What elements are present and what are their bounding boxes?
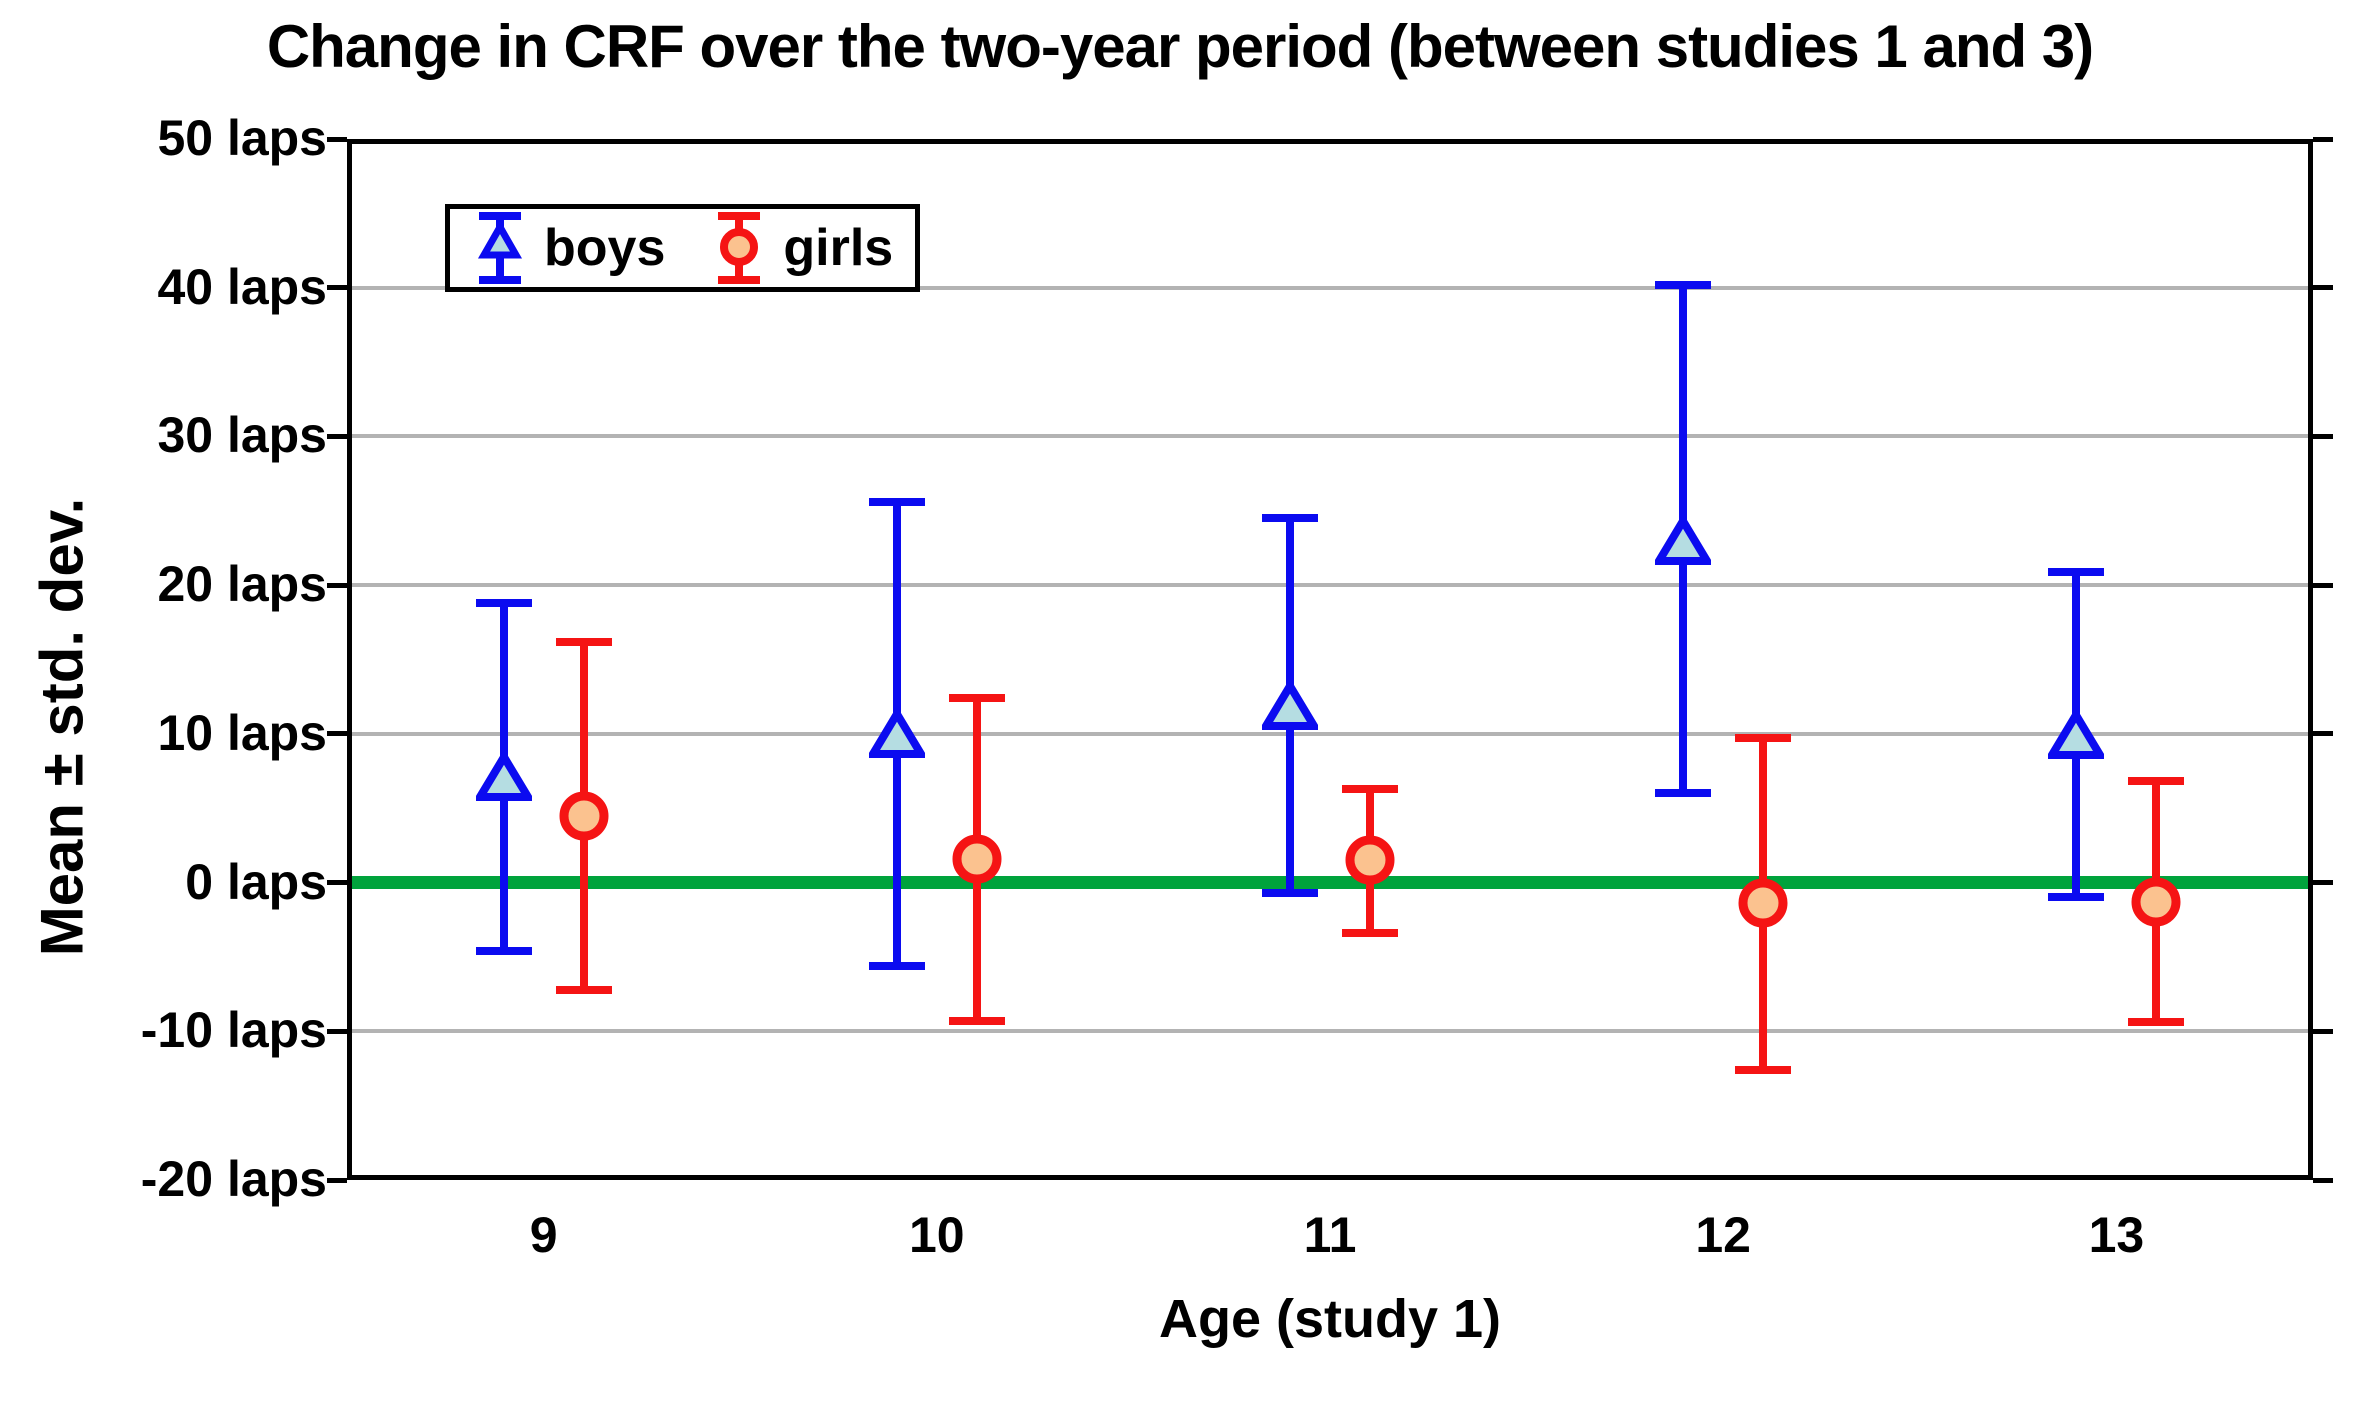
girls-error-bar-cap-upper-age-9 — [555, 637, 612, 646]
y-tick-right-10 — [2313, 731, 2333, 737]
triangle-marker-icon — [1259, 677, 1322, 730]
girls-error-bar-cap-lower-age-11 — [1341, 929, 1398, 938]
girls-marker-age-12 — [1736, 876, 1790, 930]
triangle-marker-icon — [1652, 512, 1715, 565]
girls-marker-age-9 — [557, 789, 611, 843]
y-tick-left-10 — [327, 731, 347, 737]
boys-error-bar-cap-lower-age-9 — [475, 946, 532, 955]
boys-marker-age-12 — [1652, 512, 1715, 566]
y-tick-label--10: -10 laps — [140, 1002, 327, 1059]
circle-marker-icon — [2131, 877, 2181, 927]
boys-error-bar-cap-lower-age-11 — [1262, 888, 1319, 897]
girls-marker-age-13 — [2129, 875, 2183, 929]
y-tick-left-20 — [327, 582, 347, 588]
x-tick-label-11: 11 — [1303, 1207, 1357, 1263]
circle-marker-icon — [952, 834, 1002, 884]
gridline-20 — [347, 583, 2313, 588]
gridline-10 — [347, 731, 2313, 736]
boys-error-bar-cap-lower-age-12 — [1655, 789, 1712, 798]
triangle-marker-icon — [2045, 707, 2108, 760]
y-tick-label--20: -20 laps — [140, 1150, 327, 1207]
y-tick-label-0: 0 laps — [185, 853, 327, 910]
y-tick-label-10: 10 laps — [157, 704, 327, 761]
y-tick-left--20 — [327, 1177, 347, 1183]
y-tick-right-0 — [2313, 880, 2333, 886]
boys-errorbar-triangle-icon — [472, 207, 528, 289]
y-tick-left-40 — [327, 285, 347, 291]
girls-errorbar-circle-icon — [711, 207, 767, 289]
y-tick-left-30 — [327, 433, 347, 439]
boys-error-bar-cap-upper-age-11 — [1262, 514, 1319, 523]
legend-label-girls: girls — [783, 219, 894, 277]
girls-legend-glyph — [718, 212, 761, 284]
y-tick-label-50: 50 laps — [157, 109, 327, 166]
girls-error-bar-cap-upper-age-13 — [2128, 777, 2185, 786]
girls-error-bar-cap-upper-age-10 — [948, 694, 1005, 703]
boys-marker-age-13 — [2045, 707, 2108, 760]
triangle-marker-icon — [865, 706, 928, 758]
x-tick-label-9: 9 — [529, 1207, 558, 1263]
boys-error-bar-cap-upper-age-12 — [1655, 280, 1712, 289]
legend-label-boys: boys — [544, 219, 666, 277]
x-tick-label-13: 13 — [2088, 1207, 2145, 1263]
y-tick-right-30 — [2313, 433, 2333, 439]
boys-marker-age-9 — [472, 749, 535, 802]
boys-error-bar-cap-lower-age-10 — [868, 961, 925, 970]
y-tick-right-40 — [2313, 285, 2333, 291]
legend: boys girls — [445, 204, 921, 292]
y-tick-label-40: 40 laps — [157, 258, 327, 315]
x-tick-label-12: 12 — [1695, 1207, 1751, 1263]
y-tick-right-20 — [2313, 582, 2333, 588]
y-tick-left-50 — [327, 136, 347, 142]
circle-marker-icon — [1345, 835, 1395, 885]
girls-error-bar-cap-lower-age-9 — [555, 985, 612, 994]
chart-title: Change in CRF over the two-year period (… — [266, 13, 2094, 80]
y-tick-right--10 — [2313, 1028, 2333, 1034]
circle-marker-icon — [559, 791, 608, 841]
girls-error-bar-cap-lower-age-12 — [1735, 1065, 1792, 1074]
x-axis-title: Age (study 1) — [1158, 1289, 1502, 1349]
y-tick-label-20: 20 laps — [157, 555, 327, 612]
boys-marker-age-10 — [865, 706, 928, 759]
y-tick-label-30: 30 laps — [157, 407, 327, 464]
boys-error-bar-cap-upper-age-9 — [475, 598, 532, 607]
circle-marker-icon — [1738, 878, 1788, 928]
legend-item-boys: boys — [472, 207, 665, 289]
zero-reference-line — [347, 876, 2313, 890]
girls-error-bar-cap-lower-age-13 — [2128, 1018, 2185, 1027]
girls-error-bar-cap-upper-age-11 — [1341, 784, 1398, 793]
y-tick-right-50 — [2313, 136, 2333, 142]
girls-marker-age-11 — [1343, 833, 1397, 887]
boys-marker-age-11 — [1259, 677, 1322, 731]
y-tick-left--10 — [327, 1028, 347, 1034]
plot-area-border — [347, 139, 2313, 1180]
girls-error-bar-cap-lower-age-10 — [948, 1016, 1005, 1025]
gridline--10 — [347, 1029, 2313, 1034]
boys-error-bar-cap-lower-age-13 — [2048, 893, 2105, 902]
triangle-marker-icon — [472, 749, 535, 801]
girls-error-bar-cap-upper-age-12 — [1735, 734, 1792, 743]
boys-error-bar-cap-upper-age-10 — [868, 497, 925, 506]
girls-marker-age-10 — [950, 832, 1004, 886]
gridline-40 — [347, 285, 2313, 290]
boys-legend-glyph — [477, 212, 523, 284]
y-tick-right--20 — [2313, 1177, 2333, 1183]
x-tick-label-10: 10 — [908, 1207, 965, 1263]
y-tick-left-0 — [327, 880, 347, 886]
boys-error-bar-cap-upper-age-13 — [2048, 567, 2105, 576]
legend-item-girls: girls — [711, 207, 893, 289]
gridline-30 — [347, 434, 2313, 439]
